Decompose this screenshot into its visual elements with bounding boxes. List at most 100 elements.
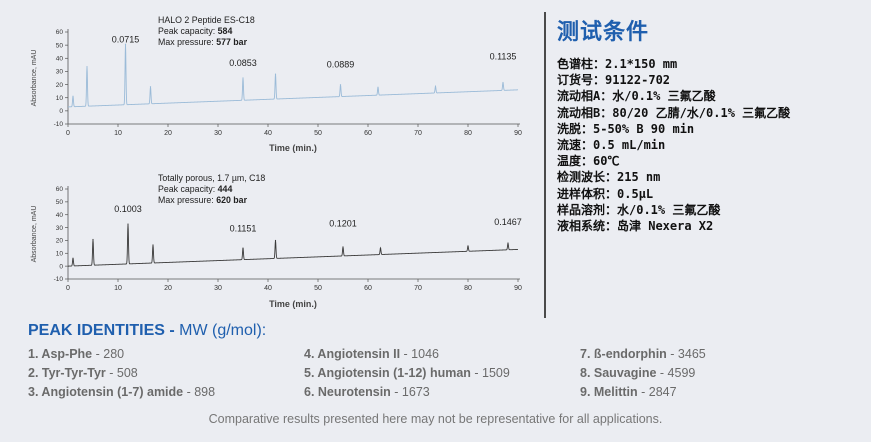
peak-apex-point xyxy=(507,242,509,244)
chart-title-line: HALO 2 Peptide ES-C18 xyxy=(158,15,255,25)
peak-name: 7. ß-endorphin xyxy=(580,347,667,361)
peak-identities-column: 1. Asp-Phe - 280 2. Tyr-Tyr-Tyr - 508 3. A… xyxy=(28,345,215,402)
peak-apex-point xyxy=(72,95,74,97)
x-tick-label: 30 xyxy=(214,285,222,292)
peak-apex-point xyxy=(242,77,244,79)
chart-title-line: Peak capacity: 584 xyxy=(158,26,232,36)
y-tick-label: 60 xyxy=(56,186,64,193)
peak-mw: - 280 xyxy=(92,347,125,361)
x-axis-label: Time (min.) xyxy=(269,143,317,153)
peak-apex-point xyxy=(467,245,469,247)
y-tick-label: 30 xyxy=(56,225,64,232)
test-conditions-title: 测试条件 xyxy=(557,20,650,45)
y-tick-label: 60 xyxy=(56,29,64,36)
peak-identities-column: 4. Angiotensin II - 1046 5. Angiotensin (… xyxy=(304,345,510,402)
peak-mw: - 508 xyxy=(105,366,138,380)
x-tick-label: 10 xyxy=(114,285,122,292)
peak-apex-point xyxy=(274,239,277,242)
x-tick-label: 60 xyxy=(364,130,372,137)
y-tick-label: 40 xyxy=(56,55,64,62)
peak-identities-unit: MW (g/mol): xyxy=(179,322,267,339)
condition-line: 流动相B：80/20 乙腈/水/0.1% 三氟乙酸 xyxy=(557,105,791,120)
y-axis-label: Absorbance, mAU xyxy=(31,206,38,263)
peak-apex-point xyxy=(502,81,504,84)
x-tick-label: 80 xyxy=(464,130,472,137)
peak-identity-item: 4. Angiotensin II - 1046 xyxy=(304,345,510,364)
chart-title-text: Peak capacity: xyxy=(158,184,218,194)
peak-name: 9. Melittin xyxy=(580,385,638,399)
x-tick-label: 10 xyxy=(114,130,122,137)
y-tick-label: 50 xyxy=(56,42,64,49)
peak-width-annotation: 0.1467 xyxy=(494,217,522,227)
x-tick-label: 90 xyxy=(514,285,522,292)
peak-mw: - 1046 xyxy=(400,347,439,361)
peak-name: 8. Sauvagine xyxy=(580,366,657,380)
condition-line: 色谱柱：2.1*150 mm xyxy=(557,57,678,71)
x-tick-label: 20 xyxy=(164,130,172,137)
chart-title-line: Max pressure: 577 bar xyxy=(158,37,248,47)
x-tick-label: 50 xyxy=(314,285,322,292)
y-tick-label: 10 xyxy=(56,250,64,257)
condition-line: 液相系统：岛津 Nexera X2 xyxy=(557,219,714,234)
chart-title-text: HALO 2 Peptide ES-C18 xyxy=(158,15,255,25)
condition-line: 样品溶剂：水/0.1% 三氟乙酸 xyxy=(557,202,721,217)
peak-mw: - 3465 xyxy=(666,347,706,361)
x-tick-label: 80 xyxy=(464,285,472,292)
peak-identities-header: PEAK IDENTITIES - MW (g/mol): xyxy=(28,322,266,340)
peak-apex-point xyxy=(242,247,244,249)
condition-line: 进样体积：0.5μL xyxy=(557,186,654,201)
chart-title-line: Peak capacity: 444 xyxy=(158,184,232,194)
chromatogram-trace xyxy=(67,44,519,108)
x-tick-label: 70 xyxy=(414,285,422,292)
chart-title-line: Max pressure: 620 bar xyxy=(158,195,248,205)
peak-identity-item: 8. Sauvagine - 4599 xyxy=(580,364,706,383)
peak-identity-item: 6. Neurotensin - 1673 xyxy=(304,383,510,402)
peak-apex-point xyxy=(149,86,152,88)
peak-identity-item: 1. Asp-Phe - 280 xyxy=(28,345,215,364)
x-tick-label: 90 xyxy=(514,130,522,137)
peak-apex-point xyxy=(342,246,344,248)
chart-title-text: Peak capacity: xyxy=(158,26,218,36)
vertical-divider xyxy=(544,12,546,318)
x-axis-label: Time (min.) xyxy=(269,299,317,309)
chart-title-line: Totally porous, 1.7 µm, C18 xyxy=(158,173,265,183)
peak-mw: - 2847 xyxy=(637,385,677,399)
y-tick-label: -10 xyxy=(54,276,64,283)
peak-name: 2. Tyr-Tyr-Tyr xyxy=(28,366,106,380)
peak-name: 6. Neurotensin xyxy=(304,385,391,399)
chart-title-value: 444 xyxy=(218,184,233,194)
y-tick-label: -10 xyxy=(54,121,64,128)
condition-line: 检测波长：215 nm xyxy=(557,170,661,185)
peak-mw: - 1509 xyxy=(470,366,510,380)
peak-identity-item: 2. Tyr-Tyr-Tyr - 508 xyxy=(28,364,215,383)
condition-line: 流速：0.5 mL/min xyxy=(557,138,666,153)
y-tick-label: 50 xyxy=(56,199,64,206)
peak-apex-point xyxy=(92,238,94,241)
peak-apex-point xyxy=(379,247,382,249)
peak-apex-point xyxy=(127,223,129,225)
peak-mw: - 898 xyxy=(183,385,216,399)
x-tick-label: 30 xyxy=(214,130,222,137)
peak-identities-label: PEAK IDENTITIES - xyxy=(28,322,180,339)
peak-identity-item: 7. ß-endorphin - 3465 xyxy=(580,345,706,364)
x-tick-label: 20 xyxy=(164,285,172,292)
peak-mw: - 1673 xyxy=(390,385,430,399)
y-axis-label: Absorbance, mAU xyxy=(31,50,38,107)
peak-name: 5. Angiotensin (1-12) human xyxy=(304,366,471,380)
peak-width-annotation: 0.1003 xyxy=(114,204,142,214)
condition-line: 洗脱：5-50% B 90 min xyxy=(557,121,695,136)
peak-identity-item: 9. Melittin - 2847 xyxy=(580,383,706,402)
y-tick-label: 10 xyxy=(56,95,64,102)
peak-apex-point xyxy=(339,84,342,86)
peak-identity-item: 3. Angiotensin (1-7) amide - 898 xyxy=(28,383,215,402)
peak-apex-point xyxy=(274,73,277,75)
peak-identities-column: 7. ß-endorphin - 3465 8. Sauvagine - 4599… xyxy=(580,345,706,402)
peak-width-annotation: 0.0853 xyxy=(229,58,257,68)
peak-apex-point xyxy=(72,257,74,259)
chart-title-text: Totally porous, 1.7 µm, C18 xyxy=(158,173,265,183)
peak-width-annotation: 0.1201 xyxy=(329,218,357,228)
chart-title-text: Max pressure: xyxy=(158,37,216,47)
chart-title-value: 584 xyxy=(218,26,233,36)
y-tick-label: 30 xyxy=(56,69,64,76)
